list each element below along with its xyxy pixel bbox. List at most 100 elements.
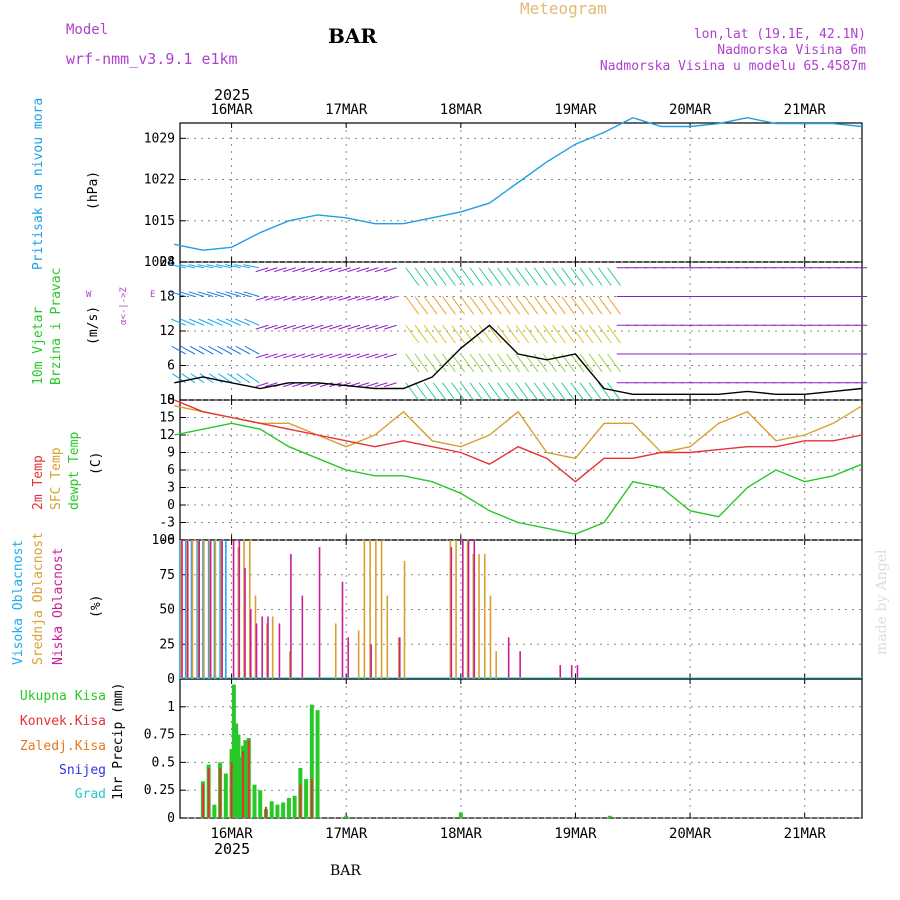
wind-arrow <box>347 296 361 301</box>
y-tick-label: 12 <box>159 324 175 339</box>
wind-arrow <box>338 267 351 273</box>
wind-arrow <box>374 382 388 388</box>
wind-arrow <box>188 291 205 297</box>
y-tick-label: 24 <box>159 255 175 270</box>
wind-arrow <box>478 296 493 315</box>
wind-arrow <box>487 296 502 315</box>
wind-arrow <box>217 345 232 355</box>
wind-arrow <box>405 353 420 373</box>
wind-arrow <box>607 296 621 315</box>
wind-arrow <box>319 267 333 273</box>
y-tick-label: 0.25 <box>144 783 175 798</box>
wind-arrow <box>283 267 296 273</box>
wind-arrow <box>432 353 447 373</box>
day-label-bottom: 17MAR <box>325 826 368 842</box>
wind-arrow <box>319 324 333 330</box>
y-tick-label: 25 <box>159 637 175 652</box>
elevation-label: Nadmorska Visina 6m <box>717 43 866 58</box>
y-tick-label: 1 <box>167 700 175 715</box>
wind-arrow <box>170 291 186 297</box>
wind-arrow <box>552 324 566 344</box>
sfc-temp-line <box>174 405 863 460</box>
wind-arrow <box>264 296 278 301</box>
panel-frame <box>179 678 863 819</box>
day-label-top: 21MAR <box>784 102 827 118</box>
precip-total-bar <box>344 815 349 818</box>
wind-arrow <box>515 353 530 373</box>
wind-arrow <box>432 267 447 286</box>
y-tick-label: 50 <box>159 603 175 618</box>
wind-ylabel-line1: 10m Vjetar <box>31 307 46 385</box>
wind-arrow <box>561 267 576 286</box>
precip-conv-bar <box>247 740 250 818</box>
wind-arrow <box>405 267 420 286</box>
wind-arrow <box>329 267 342 273</box>
wind-arrow <box>225 291 241 297</box>
wind-arrow <box>487 382 502 401</box>
y-tick-label: 1022 <box>144 173 175 188</box>
y-tick-label: 0 <box>167 672 175 687</box>
wind-arrow <box>533 324 548 344</box>
wind-arrow <box>497 382 511 401</box>
day-label-top: 16MAR <box>211 102 254 118</box>
wind-arrow <box>524 324 539 344</box>
wind-arrow <box>469 296 484 315</box>
wind-arrow <box>597 267 612 286</box>
t2m-line <box>174 399 863 483</box>
wind-arrow <box>552 296 566 315</box>
wind-arrow <box>497 296 511 315</box>
wind-arrow <box>208 345 223 355</box>
wind-arrow <box>255 353 269 359</box>
wind-arrow <box>506 296 521 315</box>
wind-arrow <box>283 324 296 330</box>
wind-arrow <box>442 267 456 286</box>
y-tick-label: -3 <box>159 516 175 531</box>
wind-arrow <box>579 353 594 373</box>
precip-total-bar <box>292 795 297 818</box>
y-tick-label: 100 <box>152 533 175 548</box>
wind-arrow <box>506 382 521 401</box>
precip-legend-frz: Zaledj.Kisa <box>20 739 106 754</box>
y-tick-label: 18 <box>159 290 175 305</box>
wind-arrow <box>226 345 241 355</box>
wind-arrow <box>442 296 456 315</box>
day-label-top: 17MAR <box>325 102 368 118</box>
wind-arrow <box>274 296 287 301</box>
year-label-top: 2025 <box>214 86 250 104</box>
y-tick-label: -6 <box>159 533 175 548</box>
wind-arrow <box>374 296 388 301</box>
wind-arrow <box>561 324 576 344</box>
wind-arrow <box>283 353 296 359</box>
wind-arrow <box>198 345 214 355</box>
precip-legend-total: Ukupna Kisa <box>20 689 106 704</box>
cloud-ylabel-low: Niska Oblacnost <box>51 548 66 665</box>
y-tick-label: 9 <box>167 446 175 461</box>
wind-arrow <box>405 382 420 401</box>
wind-arrow <box>451 296 466 315</box>
wind-arrow <box>356 267 370 273</box>
meteogram-label: Meteogram <box>520 0 607 18</box>
wind-arrow <box>423 267 438 286</box>
wind-arrow <box>524 382 539 401</box>
wind-arrow <box>552 267 566 286</box>
day-label-top: 19MAR <box>554 102 597 118</box>
wind-arrow <box>460 296 475 315</box>
wind-arrow <box>423 382 438 401</box>
wind-arrow <box>460 382 475 401</box>
y-tick-label: 0 <box>167 393 175 408</box>
wind-arrow <box>487 324 502 344</box>
wind-arrow <box>597 324 612 344</box>
day-label-top: 20MAR <box>669 102 712 118</box>
wind-arrow <box>423 296 438 315</box>
wind-arrow <box>310 353 324 359</box>
wind-arrow <box>579 296 594 315</box>
wind-arrow <box>236 373 251 384</box>
wind-arrow <box>515 382 530 401</box>
wind-arrow <box>533 382 548 401</box>
wind-arrow <box>497 324 511 344</box>
temp-ylabel-sfc: SFC Temp <box>49 447 64 510</box>
model-name: wrf-nmm_v3.9.1 e1km <box>66 50 238 68</box>
wind-arrow <box>442 324 456 344</box>
model-elevation-label: Nadmorska Visina u modelu 65.4587m <box>600 59 866 74</box>
wind-arrow <box>255 267 269 273</box>
